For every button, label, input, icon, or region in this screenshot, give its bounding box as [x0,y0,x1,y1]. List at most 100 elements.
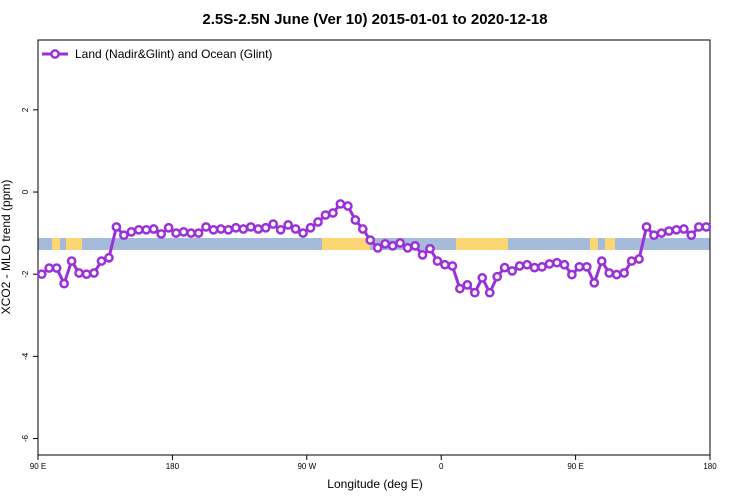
series-marker [335,199,346,209]
series-marker [111,222,122,232]
series-marker [126,227,137,237]
series-marker [574,261,585,272]
legend-marker [50,49,60,59]
series-marker [290,224,301,234]
series-marker [156,229,167,239]
series-marker [387,241,398,251]
series-marker [96,256,107,266]
series-marker [552,257,562,268]
series-marker [425,243,435,254]
series-marker [455,283,465,294]
series-marker [507,266,517,276]
series-marker [171,228,181,238]
series-marker [178,227,189,237]
x-tick-label: 90 E [30,462,46,471]
series-marker [619,268,629,278]
series-marker [671,224,682,235]
series-marker [201,222,211,232]
y-tick-label: -2 [21,270,30,278]
series-marker [634,254,644,264]
series-marker [350,215,361,225]
x-tick-label: 90 W [297,462,316,471]
y-axis-label: XCO2 - MLO trend (ppm) [0,180,13,315]
x-tick-label: 180 [166,462,180,471]
series-marker [119,230,129,241]
x-tick-label: 180 [703,462,717,471]
series-marker [402,243,413,253]
series-marker [664,226,674,236]
series-marker [417,250,428,260]
series-marker [193,228,204,238]
series-marker [66,256,77,266]
series-marker [36,269,47,280]
series-marker [567,269,577,280]
y-tick-label: -4 [21,352,30,360]
series-marker [499,262,510,273]
series-marker [469,287,480,298]
series-marker [245,222,256,232]
x-axis-label: Longitude (deg E) [327,477,422,491]
y-tick-label: 2 [21,107,30,112]
series-marker [313,217,323,227]
series-marker [104,252,114,263]
series-marker [432,256,443,266]
series-marker [522,259,532,270]
series-marker [537,261,547,272]
series-marker [74,268,84,278]
series-marker [357,224,368,234]
chart-title: 2.5S-2.5N June (Ver 10) 2015-01-01 to 20… [202,11,547,28]
series-marker [343,201,353,211]
series-marker [320,210,331,220]
series-marker [514,261,525,271]
series-marker [328,208,338,218]
series-marker [51,263,62,273]
series-marker [231,222,241,233]
series-marker [216,224,226,234]
series-marker [679,224,689,234]
series-marker [693,222,704,232]
series-marker [410,241,420,251]
series-marker [223,224,234,235]
series-marker [59,278,69,289]
series-marker [626,256,637,266]
series-marker [305,222,316,233]
series-marker [447,261,458,271]
series-marker [686,230,697,241]
series-marker [44,263,55,273]
plot-frame [37,39,711,456]
series-marker [186,228,196,238]
series-marker [395,238,405,248]
series-marker [656,228,667,238]
series-marker [604,268,615,278]
x-tick-label: 0 [439,462,444,471]
legend-label: Land (Nadir&Glint) and Ocean (Glint) [75,47,272,61]
series-marker [260,222,271,233]
series-marker [440,259,450,270]
series-marker [641,222,652,232]
series-marker [380,238,391,249]
series-marker [589,277,600,288]
series-marker [141,224,152,235]
series-marker [253,224,264,234]
series-marker [484,287,495,298]
series-marker [529,262,540,273]
series-marker [559,259,570,270]
series-marker [208,224,219,235]
series-marker [581,261,592,272]
series-marker [81,269,92,280]
y-tick-label: -6 [21,434,30,442]
series-marker [596,256,607,266]
series-marker [544,259,555,269]
series-marker [89,268,99,278]
series-marker [163,222,174,233]
series-marker [701,222,712,232]
series-marker [477,273,488,283]
series-marker [275,224,286,235]
series-marker [133,224,144,235]
y-tick-label: 0 [21,189,30,194]
series-marker [462,280,473,290]
series-marker [492,271,503,282]
x-tick-label: 90 E [567,462,583,471]
series-marker [611,269,622,280]
